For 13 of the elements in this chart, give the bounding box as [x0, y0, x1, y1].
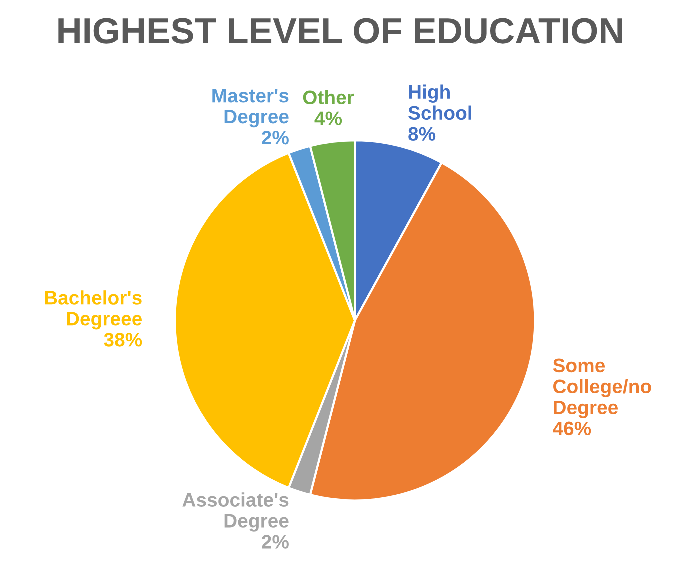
data-label: 46% — [553, 422, 592, 436]
slice-label: Associate's Degree — [182, 492, 289, 532]
chart-title: HIGHEST LEVEL OF EDUCATION — [58, 18, 622, 44]
data-label: 4% — [314, 112, 342, 126]
slice-label: High School — [408, 84, 472, 120]
slice-label: Other — [303, 90, 354, 105]
slice-label: Bachelor's Degreee — [45, 290, 142, 330]
slice-label: Some College/no Degree — [553, 358, 652, 418]
data-label: 38% — [104, 333, 142, 347]
data-label: 8% — [408, 127, 436, 142]
slice-label: Master's Degree — [212, 89, 289, 128]
data-label: 2% — [262, 535, 289, 549]
data-label: 2% — [262, 130, 289, 145]
